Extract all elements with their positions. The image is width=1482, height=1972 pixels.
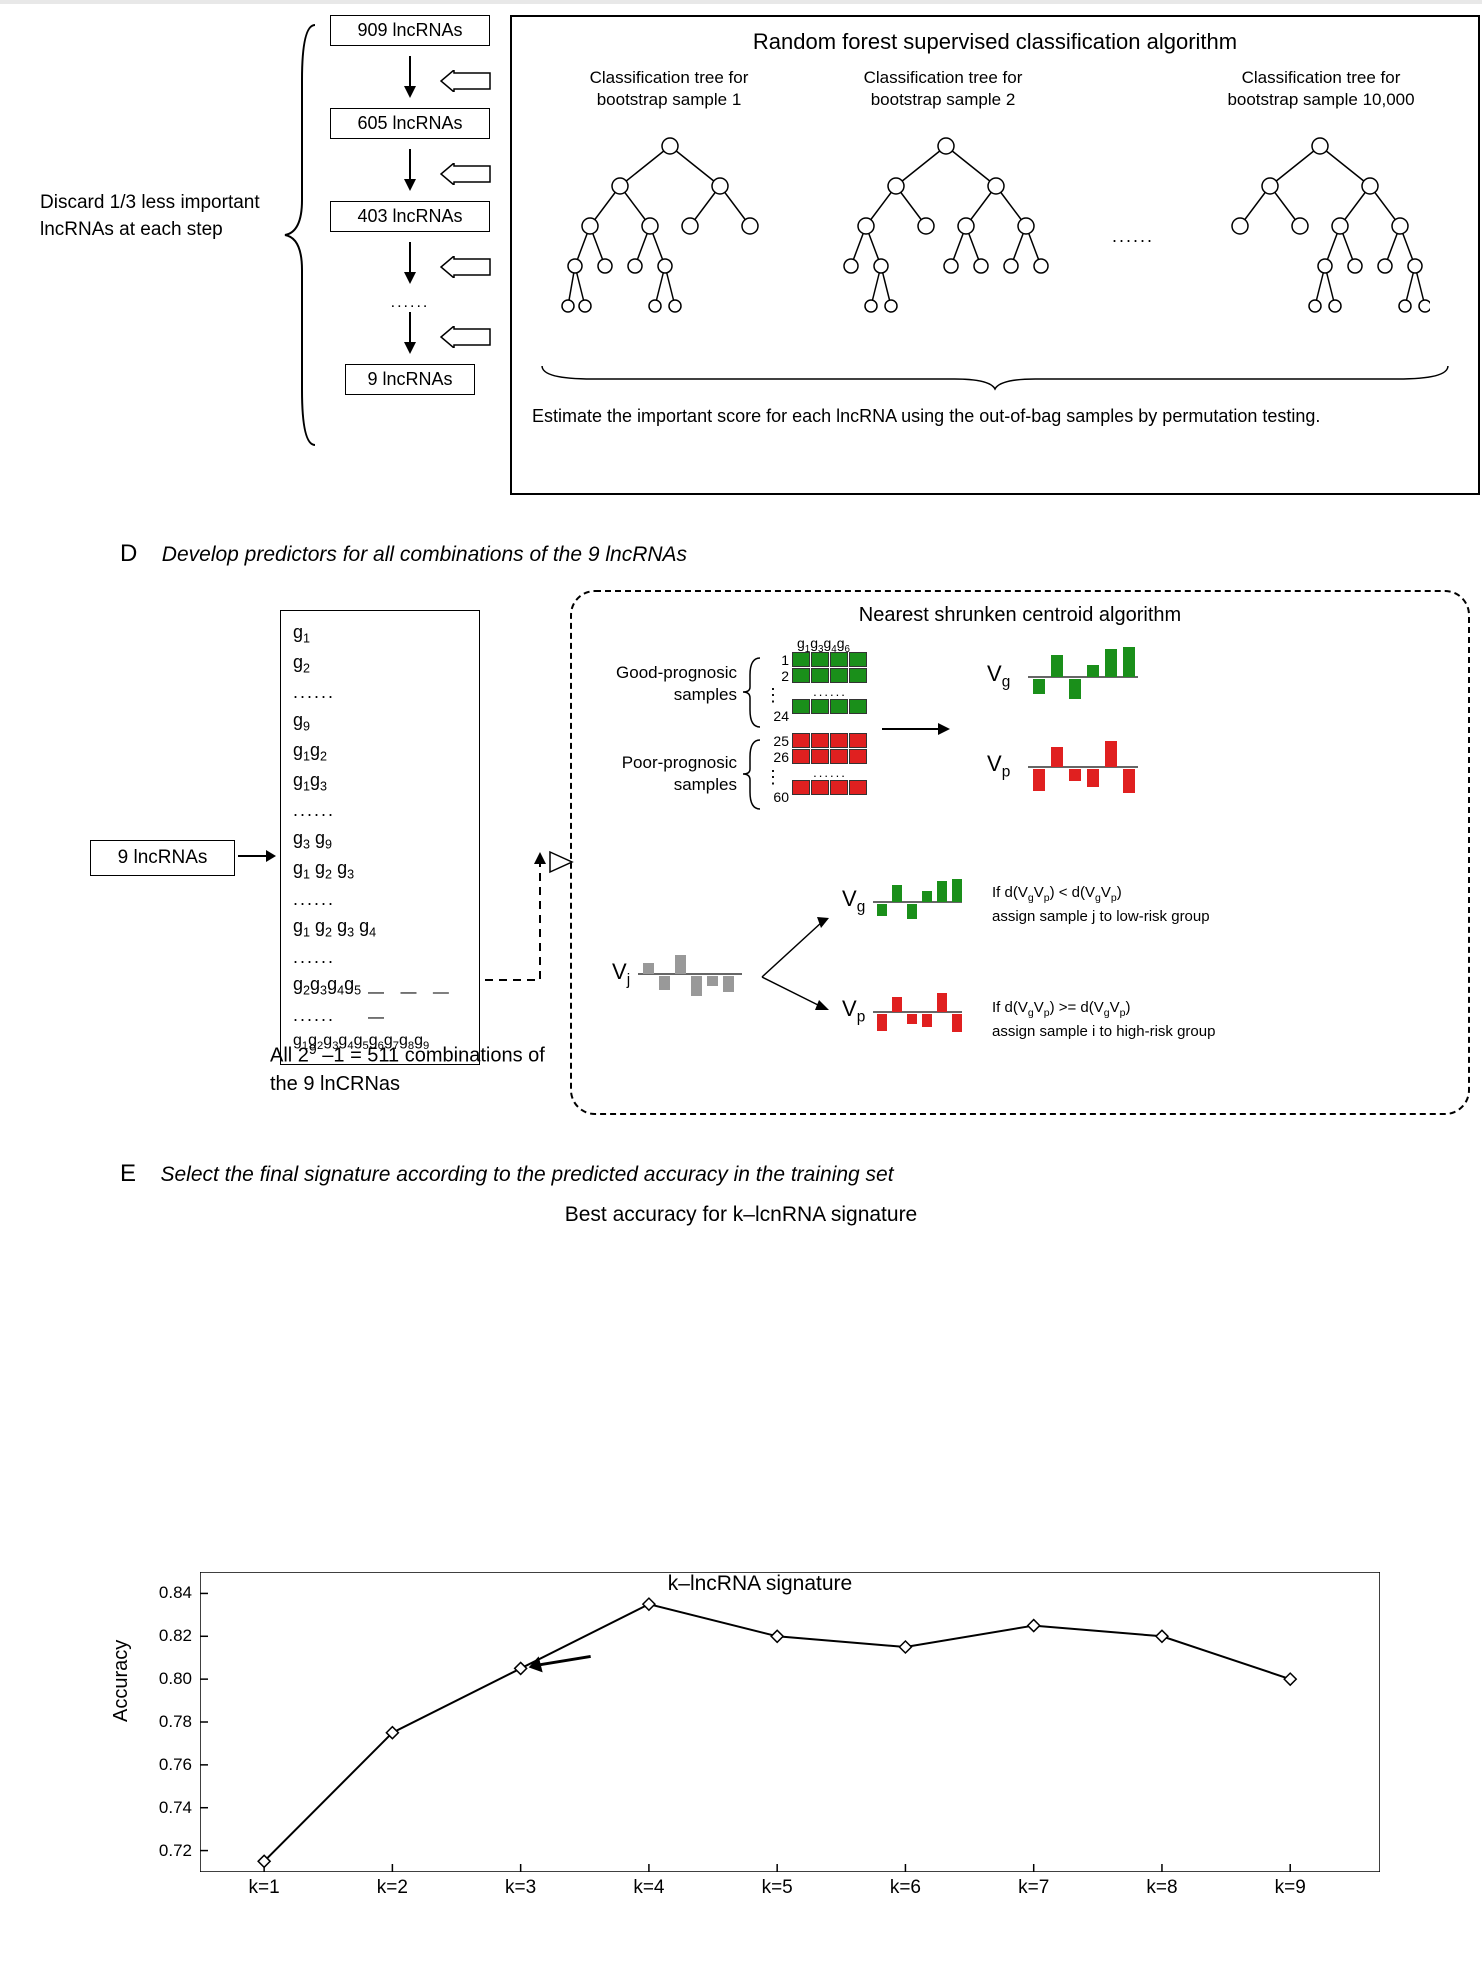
- split-arrows-icon: [757, 912, 837, 1012]
- nsc-bottom-region: Vj Vg: [592, 857, 1448, 1097]
- dots: ......: [1112, 226, 1154, 247]
- panel-title: Develop predictors for all combinations …: [162, 543, 687, 567]
- lnc-box: 605 lncRNAs: [330, 108, 490, 139]
- combos-caption: All 29 –1 = 511 combinations of the 9 ln…: [270, 1040, 570, 1098]
- tree-labels: Classification tree for bootstrap sample…: [532, 67, 1458, 111]
- lnc-box: 9 lncRNAs: [345, 364, 475, 395]
- y-ticks: 0.720.740.760.780.800.820.84: [140, 1572, 200, 1872]
- chart-title: Best accuracy for k–lcnRNA signature: [40, 1203, 1442, 1227]
- section-d-header: D Develop predictors for all combination…: [120, 540, 687, 568]
- green-grid: ......: [792, 652, 868, 715]
- row-num: 1: [764, 652, 789, 668]
- bar-chart-icon: [870, 987, 965, 1037]
- section-e-panel: E Select the final signature according t…: [40, 1160, 1442, 1952]
- random-forest-box: Random forest supervised classification …: [510, 15, 1480, 495]
- lncrna-box-column: 909 lncRNAs 605 lncRNAs 403 lncRNAs ....…: [330, 15, 490, 395]
- left-arrow-icon: [440, 163, 492, 185]
- classification-tree-icon: [836, 126, 1056, 346]
- estimate-text: Estimate the important score for each ln…: [532, 404, 1458, 429]
- curly-brace-icon: [280, 20, 320, 450]
- nsc-title: Nearest shrunken centroid algorithm: [592, 604, 1448, 627]
- panel-letter: D: [120, 540, 137, 568]
- section-e-header: E Select the final signature according t…: [120, 1160, 1442, 1188]
- section-d-panel: D Develop predictors for all combination…: [40, 550, 1442, 1140]
- left-arrow-icon: [440, 256, 492, 278]
- right-arrow-icon: [882, 722, 952, 736]
- right-arrow-icon: [238, 848, 278, 864]
- vj-centroid: Vj: [612, 947, 745, 1002]
- combinations-box: g1 g2 ...... g9 g1g2 g1g3 ...... g3 g9 g…: [280, 610, 480, 1065]
- decision-1: If d(VgVp) < d(VgVp)assign sample j to l…: [992, 882, 1210, 927]
- panel-title: Select the final signature according to …: [160, 1163, 893, 1187]
- line-plot: [200, 1572, 1380, 1872]
- row-num: 24: [764, 708, 789, 724]
- small-brace-icon: [740, 737, 765, 812]
- row-num: 26: [764, 749, 789, 765]
- vg-centroid: Vg: [987, 647, 1143, 707]
- section-c-panel: Discard 1/3 less important lncRNAs at ea…: [40, 20, 1442, 520]
- left-arrow-icon: [440, 326, 492, 348]
- red-grid: ......: [792, 733, 868, 796]
- y-axis-label: Accuracy: [110, 1640, 133, 1722]
- classification-tree-icon: [1210, 126, 1430, 346]
- row-num: 2: [764, 668, 789, 684]
- bar-chart-icon: [635, 947, 745, 1002]
- dots: ......: [330, 294, 490, 312]
- nsc-algorithm-box: Nearest shrunken centroid algorithm Good…: [570, 590, 1470, 1115]
- row-num: 25: [764, 733, 789, 749]
- small-brace-icon: [740, 655, 765, 730]
- under-brace-icon: [532, 361, 1458, 391]
- accuracy-chart: Accuracy 0.720.740.760.780.800.820.84 k=…: [100, 1572, 1420, 1952]
- lnc-box: 403 lncRNAs: [330, 201, 490, 232]
- nsc-top-region: Good-prognosicsamples Poor-prognosicsamp…: [592, 637, 1448, 847]
- rf-title: Random forest supervised classification …: [532, 29, 1458, 55]
- classification-tree-icon: [560, 126, 780, 346]
- nine-lncrnas-box: 9 lncRNAs: [90, 840, 235, 876]
- bar-chart-icon: [1023, 647, 1143, 707]
- lnc-box: 909 lncRNAs: [330, 15, 490, 46]
- row-num: 60: [764, 789, 789, 805]
- left-arrow-icon: [440, 70, 492, 92]
- good-samples-label: Good-prognosicsamples: [587, 662, 737, 706]
- panel-letter: E: [120, 1160, 136, 1188]
- bar-chart-icon: [1023, 737, 1143, 797]
- discard-text: Discard 1/3 less important lncRNAs at ea…: [40, 190, 280, 243]
- decision-2: If d(VgVp) >= d(VgVp)assign sample i to …: [992, 997, 1215, 1042]
- poor-samples-label: Poor-prognosicsamples: [587, 752, 737, 796]
- vp-small: Vp: [842, 987, 965, 1037]
- trees-row: ......: [532, 121, 1458, 351]
- x-ticks: k=1k=2k=3k=4k=5k=6k=7k=8k=9: [200, 1877, 1380, 1907]
- dashed-arrow-icon: [480, 850, 575, 990]
- vp-centroid: Vp: [987, 737, 1143, 797]
- vg-small: Vg: [842, 877, 965, 927]
- bar-chart-icon: [870, 877, 965, 927]
